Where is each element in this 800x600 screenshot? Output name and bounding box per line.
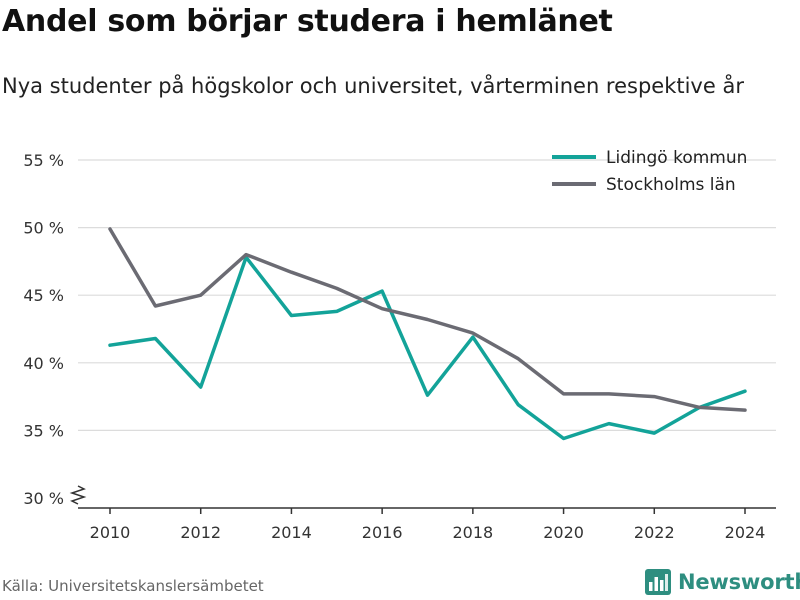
source-note: Källa: Universitetskanslersämbetet bbox=[2, 577, 264, 595]
y-tick-label: 55 % bbox=[23, 151, 64, 170]
series-line bbox=[108, 227, 747, 412]
x-tick-label: 2016 bbox=[362, 523, 403, 542]
x-tick-label: 2024 bbox=[725, 523, 766, 542]
x-tick-label: 2014 bbox=[271, 523, 312, 542]
y-tick-label: 40 % bbox=[23, 354, 64, 373]
x-tick-label: 2020 bbox=[543, 523, 584, 542]
brand-name: Newsworthy bbox=[678, 570, 800, 594]
x-axis: 2010 2012 2014 2016 2018 2020 2022 2024 bbox=[78, 507, 776, 542]
y-tick-label: 45 % bbox=[23, 286, 64, 305]
x-tick-label: 2018 bbox=[452, 523, 493, 542]
y-axis: 30 % 35 % 40 % 45 % 50 % 55 % bbox=[23, 151, 87, 508]
newsworthy-logo-icon bbox=[645, 569, 671, 595]
x-tick-label: 2010 bbox=[90, 523, 131, 542]
y-tick-label: 50 % bbox=[23, 219, 64, 238]
legend-label: Stockholms län bbox=[606, 175, 736, 195]
y-tick-label: 35 % bbox=[23, 421, 64, 440]
y-tick-label: 30 % bbox=[23, 489, 64, 508]
series-lines bbox=[108, 227, 747, 441]
brand[interactable]: Newsworthy bbox=[644, 568, 800, 596]
chart-subtitle: Nya studenter på högskolor och universit… bbox=[2, 74, 744, 98]
series-line bbox=[108, 255, 747, 441]
x-tick-label: 2022 bbox=[634, 523, 675, 542]
legend-label: Lidingö kommun bbox=[606, 148, 747, 168]
x-tick-label: 2012 bbox=[180, 523, 221, 542]
legend: Lidingö kommun Stockholms län bbox=[552, 148, 747, 195]
axis-break-icon bbox=[69, 485, 87, 505]
chart-title: Andel som börjar studera i hemlänet bbox=[2, 4, 613, 39]
grid-lines bbox=[78, 159, 776, 431]
